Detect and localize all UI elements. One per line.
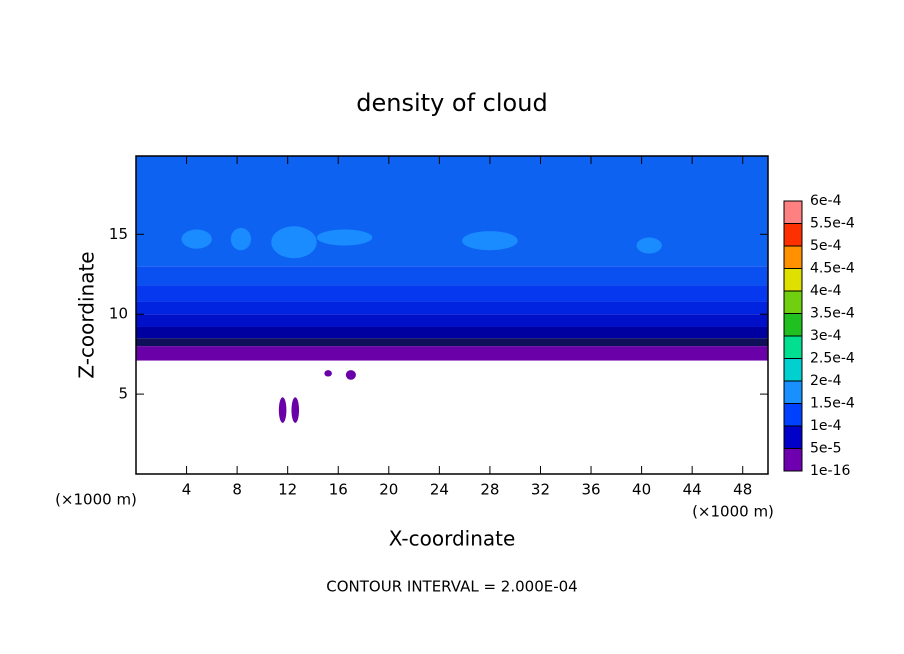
contour-patch (462, 231, 518, 251)
x-axis-label: X-coordinate (389, 527, 516, 551)
contour-patch (636, 237, 662, 254)
annotation: CONTOUR INTERVAL = 2.000E-04 (326, 578, 577, 596)
contour-patch (291, 397, 300, 423)
colorbar-cell (784, 246, 802, 269)
x-tick-label: 20 (379, 481, 398, 499)
colorbar-cell (784, 381, 802, 404)
contour-layer (136, 314, 768, 327)
chart-title: density of cloud (356, 89, 547, 117)
y-tick-label: 10 (109, 305, 128, 323)
contour-patch (181, 229, 212, 249)
contour-layer (136, 156, 768, 267)
x-tick-label: 16 (329, 481, 348, 499)
contour-patch (345, 370, 356, 380)
contour-layer (136, 301, 768, 315)
x-tick-label: 48 (733, 481, 752, 499)
contour-layer (136, 285, 768, 302)
colorbar-label: 6e-4 (810, 193, 842, 209)
colorbar-label: 3e-4 (810, 328, 842, 344)
contour-layer (136, 346, 768, 361)
colorbar-label: 3.5e-4 (810, 306, 855, 322)
contour-patch (271, 226, 317, 259)
x-tick-label: 4 (182, 481, 192, 499)
x-tick-label: 40 (632, 481, 651, 499)
colorbar-cell (784, 313, 802, 336)
contour-patch (278, 397, 287, 423)
colorbar-cell (784, 448, 802, 471)
colorbar-cell (784, 268, 802, 291)
colorbar-cell (784, 336, 802, 359)
colorbar-label: 2e-4 (810, 373, 842, 389)
plot-frame (135, 155, 769, 475)
colorbar-label: 5e-4 (810, 238, 842, 254)
contour-patch (316, 229, 373, 246)
colorbar-cell (784, 358, 802, 381)
colorbar-label: 5e-5 (810, 441, 841, 457)
colorbar-cell (784, 291, 802, 314)
contour-patch (324, 370, 332, 377)
x-tick-label: 28 (480, 481, 499, 499)
y-unit: (×1000 m) (55, 491, 137, 509)
x-unit: (×1000 m) (692, 503, 774, 521)
y-axis-label: Z-coordinate (75, 251, 99, 378)
colorbar-label: 2.5e-4 (810, 351, 855, 367)
colorbar-cell (784, 426, 802, 449)
colorbar-label: 4e-4 (810, 283, 842, 299)
y-tick-label: 5 (118, 385, 128, 403)
colorbar-cell (784, 223, 802, 246)
x-tick-label: 8 (232, 481, 242, 499)
colorbar-cell (784, 201, 802, 224)
x-tick-label: 12 (278, 481, 297, 499)
x-tick-label: 32 (531, 481, 550, 499)
colorbar-label: 4.5e-4 (810, 261, 855, 277)
colorbar-cell (784, 403, 802, 426)
colorbar-label: 1e-16 (810, 463, 850, 479)
colorbar-label: 5.5e-4 (810, 216, 855, 232)
x-tick-label: 44 (683, 481, 702, 499)
y-tick-label: 15 (109, 225, 128, 243)
x-tick-label: 24 (430, 481, 449, 499)
contour-patch (230, 227, 252, 251)
colorbar-label: 1.5e-4 (810, 396, 855, 412)
x-tick-label: 36 (581, 481, 600, 499)
contour-layer (136, 338, 768, 347)
contour-layer (136, 326, 768, 339)
contour-layer (136, 266, 768, 286)
colorbar-label: 1e-4 (810, 418, 842, 434)
